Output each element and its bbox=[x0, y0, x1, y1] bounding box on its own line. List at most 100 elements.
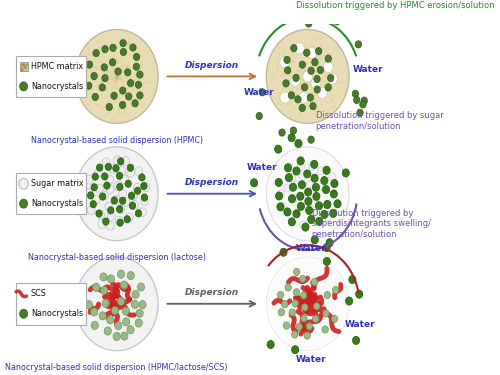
Circle shape bbox=[256, 112, 262, 120]
Circle shape bbox=[280, 57, 290, 68]
Circle shape bbox=[328, 74, 334, 82]
Circle shape bbox=[76, 30, 158, 123]
Circle shape bbox=[142, 183, 150, 192]
Circle shape bbox=[290, 127, 296, 134]
FancyBboxPatch shape bbox=[20, 62, 28, 71]
Circle shape bbox=[266, 147, 349, 241]
Circle shape bbox=[98, 219, 106, 228]
Circle shape bbox=[118, 158, 124, 165]
Circle shape bbox=[86, 82, 92, 89]
Circle shape bbox=[324, 200, 331, 208]
Circle shape bbox=[301, 315, 307, 322]
Circle shape bbox=[280, 202, 287, 211]
Circle shape bbox=[297, 157, 304, 165]
Circle shape bbox=[104, 327, 112, 335]
Circle shape bbox=[293, 167, 300, 175]
Circle shape bbox=[289, 309, 296, 316]
Circle shape bbox=[300, 292, 307, 299]
Circle shape bbox=[111, 92, 117, 99]
Circle shape bbox=[299, 61, 306, 68]
Circle shape bbox=[92, 283, 100, 291]
Circle shape bbox=[96, 164, 103, 171]
Circle shape bbox=[92, 173, 98, 180]
Circle shape bbox=[296, 323, 302, 330]
Circle shape bbox=[128, 192, 134, 200]
Circle shape bbox=[106, 184, 114, 194]
Circle shape bbox=[324, 257, 330, 265]
Circle shape bbox=[130, 44, 136, 51]
Circle shape bbox=[300, 221, 307, 229]
Circle shape bbox=[293, 74, 299, 81]
Circle shape bbox=[346, 297, 352, 305]
Circle shape bbox=[108, 211, 116, 220]
Circle shape bbox=[86, 301, 92, 309]
Text: Water: Water bbox=[296, 244, 326, 254]
Circle shape bbox=[118, 297, 124, 306]
Circle shape bbox=[284, 184, 292, 192]
Circle shape bbox=[134, 53, 140, 60]
Circle shape bbox=[284, 67, 291, 74]
Circle shape bbox=[126, 93, 132, 100]
Circle shape bbox=[132, 300, 138, 309]
Circle shape bbox=[136, 210, 141, 217]
Circle shape bbox=[302, 304, 308, 311]
Circle shape bbox=[306, 180, 314, 189]
Circle shape bbox=[313, 192, 320, 201]
Circle shape bbox=[130, 202, 136, 209]
Circle shape bbox=[138, 283, 144, 291]
Circle shape bbox=[354, 96, 360, 104]
Circle shape bbox=[127, 272, 134, 280]
Circle shape bbox=[322, 186, 330, 194]
Circle shape bbox=[314, 86, 320, 93]
Circle shape bbox=[286, 164, 294, 172]
Circle shape bbox=[142, 194, 148, 201]
Circle shape bbox=[349, 276, 356, 284]
Circle shape bbox=[106, 221, 114, 230]
Circle shape bbox=[85, 189, 93, 198]
Circle shape bbox=[308, 136, 314, 143]
Circle shape bbox=[120, 197, 126, 204]
Text: SCS: SCS bbox=[31, 290, 46, 298]
Text: Water: Water bbox=[246, 163, 277, 172]
Circle shape bbox=[284, 322, 290, 329]
Text: Nanocrystal-based solid dispersion (HPMC/lactose/SCS): Nanocrystal-based solid dispersion (HPMC… bbox=[6, 363, 228, 372]
Circle shape bbox=[122, 198, 130, 206]
Circle shape bbox=[316, 217, 323, 225]
Circle shape bbox=[334, 18, 340, 25]
Circle shape bbox=[355, 41, 362, 48]
Circle shape bbox=[135, 167, 142, 176]
Circle shape bbox=[330, 209, 337, 218]
Text: Water: Water bbox=[296, 354, 326, 363]
Circle shape bbox=[112, 306, 118, 315]
Circle shape bbox=[275, 178, 282, 186]
Circle shape bbox=[361, 97, 368, 104]
Circle shape bbox=[124, 216, 130, 223]
Circle shape bbox=[121, 332, 128, 340]
Circle shape bbox=[274, 145, 282, 153]
Circle shape bbox=[138, 174, 145, 181]
Circle shape bbox=[127, 168, 134, 177]
Circle shape bbox=[20, 309, 28, 318]
Text: Nanocrystals: Nanocrystals bbox=[31, 199, 83, 208]
Text: Water: Water bbox=[345, 320, 376, 329]
Circle shape bbox=[139, 300, 146, 309]
Circle shape bbox=[295, 96, 301, 103]
Circle shape bbox=[88, 192, 94, 199]
Circle shape bbox=[292, 300, 298, 307]
Circle shape bbox=[298, 92, 308, 103]
Text: Nanocrystal-based solid dispersion (HPMC): Nanocrystal-based solid dispersion (HPMC… bbox=[30, 136, 203, 145]
Circle shape bbox=[293, 210, 300, 218]
Circle shape bbox=[118, 189, 126, 198]
Circle shape bbox=[325, 84, 332, 91]
Circle shape bbox=[330, 190, 338, 198]
Circle shape bbox=[316, 202, 322, 210]
Circle shape bbox=[100, 193, 106, 200]
Circle shape bbox=[125, 180, 132, 188]
Circle shape bbox=[324, 62, 334, 73]
Circle shape bbox=[306, 323, 312, 330]
Circle shape bbox=[106, 175, 114, 184]
Circle shape bbox=[328, 73, 338, 84]
Circle shape bbox=[105, 202, 113, 211]
Circle shape bbox=[352, 90, 358, 98]
Circle shape bbox=[96, 210, 102, 217]
